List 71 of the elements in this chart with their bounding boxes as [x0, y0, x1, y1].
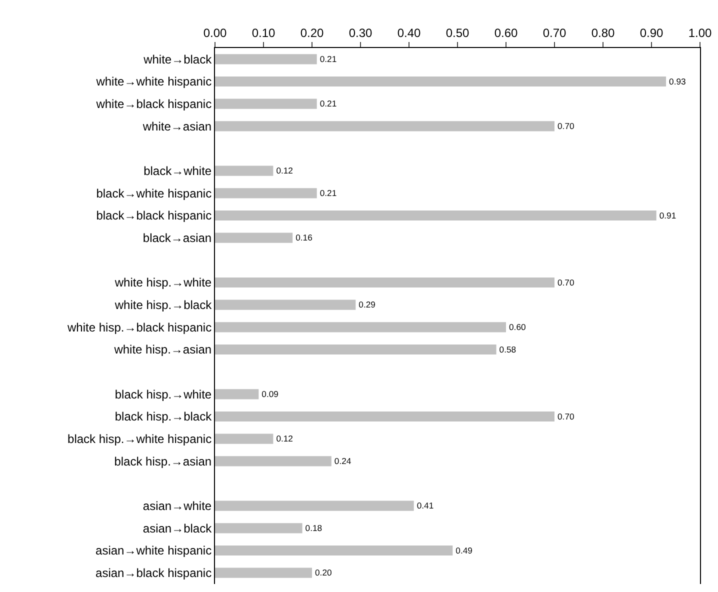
data-label: 0.49 [456, 545, 473, 556]
y-tick-label: white→black hispanic [95, 97, 212, 112]
data-label: 0.09 [262, 389, 279, 400]
y-tick-label: black hisp.→white hispanic [68, 432, 212, 446]
data-label: 0.70 [558, 411, 574, 422]
bar [215, 434, 274, 444]
bar [215, 98, 317, 109]
bar [215, 322, 506, 332]
bar [215, 500, 414, 511]
x-tick-label: 0.10 [252, 26, 276, 40]
y-tick-label: black→white [144, 164, 212, 178]
bar [215, 411, 554, 422]
bar [215, 232, 293, 243]
y-tick-label: black hisp.→black [114, 410, 213, 424]
data-label: 0.70 [558, 121, 574, 132]
data-label: 0.58 [499, 344, 516, 354]
data-label: 0.21 [320, 54, 337, 64]
y-tick-label: asian→white [142, 499, 212, 514]
y-tick-label: black hisp.→white [114, 387, 212, 402]
data-label: 0.41 [416, 500, 434, 511]
data-label: 0.12 [276, 166, 294, 176]
y-tick-label: asian→black [142, 521, 213, 536]
y-tick-label: white hisp.→white [114, 276, 212, 290]
bar [215, 344, 496, 355]
bar [215, 76, 666, 87]
y-tick-label: black→black hispanic [96, 208, 212, 223]
x-tick-label: 0.00 [203, 26, 227, 40]
data-label: 0.18 [305, 523, 322, 534]
y-tick-label: white→white hispanic [95, 74, 212, 89]
data-label: 0.93 [669, 76, 686, 86]
data-label: 0.91 [659, 210, 676, 220]
x-tick-label: 0.40 [397, 26, 421, 40]
bar [215, 121, 554, 132]
bar [215, 210, 656, 221]
x-tick-label: 0.50 [446, 26, 470, 40]
data-label: 0.16 [296, 232, 313, 243]
data-label: 0.12 [276, 434, 294, 444]
y-tick-label: white→asian [142, 119, 212, 134]
y-tick-label: white hisp.→asian [113, 342, 212, 357]
x-tick-label: 0.20 [300, 26, 324, 40]
bar [215, 166, 274, 176]
y-tick-label: asian→white hispanic [96, 544, 212, 558]
bar [215, 456, 332, 466]
data-label: 0.29 [358, 300, 376, 310]
data-label: 0.70 [557, 277, 574, 288]
data-label: 0.20 [315, 568, 332, 578]
data-label: 0.24 [334, 456, 352, 466]
bar [215, 277, 554, 288]
data-label: 0.21 [320, 188, 337, 198]
y-tick-label: black→asian [142, 231, 212, 246]
x-tick-label: 0.70 [542, 26, 566, 40]
bar [215, 188, 317, 198]
x-tick-label: 0.90 [640, 26, 664, 40]
x-tick-label: 0.80 [591, 26, 615, 40]
y-tick-label: asian→black hispanic [96, 566, 212, 580]
x-tick-label: 0.30 [348, 26, 372, 40]
data-label: 0.60 [509, 322, 526, 332]
x-tick-label: 0.60 [494, 26, 518, 40]
bar [215, 300, 356, 310]
y-tick-label: black→white hispanic [96, 186, 212, 200]
y-tick-label: white→black [142, 52, 213, 66]
y-tick-label: white hisp.→black [114, 298, 213, 312]
bar [215, 54, 317, 64]
x-tick-label: 1.00 [688, 26, 712, 40]
bar [215, 523, 302, 534]
y-tick-label: white hisp.→black hispanic [66, 320, 212, 334]
bar [215, 389, 259, 400]
y-tick-label: black hisp.→asian [114, 454, 212, 468]
bar [215, 568, 312, 578]
data-label: 0.21 [320, 98, 337, 109]
bar [215, 545, 453, 556]
